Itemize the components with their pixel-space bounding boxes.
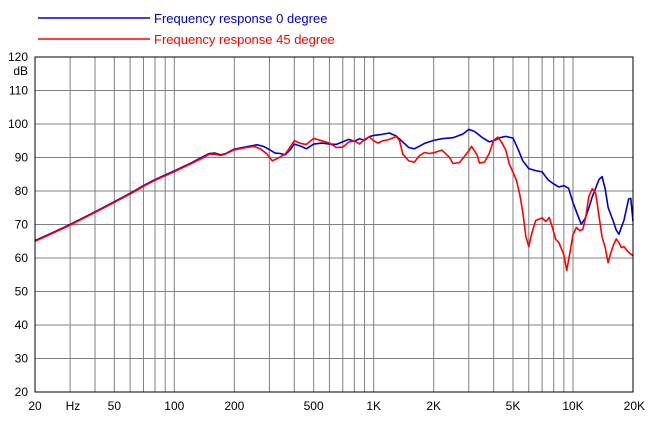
y-tick-label: 40: [15, 318, 29, 332]
x-tick-label: 500: [304, 399, 324, 413]
legend-label-0-degree: Frequency response 0 degree: [154, 11, 327, 26]
y-tick-label: 20: [15, 385, 29, 399]
y-tick-label: 110: [9, 84, 28, 98]
y-tick-label: 80: [15, 184, 29, 198]
plot-frame: [34, 56, 634, 393]
x-tick-label: 20K: [624, 399, 645, 413]
y-tick-label: 120: [8, 50, 28, 64]
y-tick-label: 100: [8, 117, 28, 131]
legend: Frequency response 0 degree Frequency res…: [38, 11, 335, 47]
y-tick-label: 70: [15, 218, 29, 232]
legend-label-45-degree: Frequency response 45 degree: [154, 32, 335, 47]
x-tick-label: 1K: [366, 399, 381, 413]
series-line-45-degree: [34, 135, 634, 272]
y-tick-label: 50: [15, 285, 29, 299]
y-tick-label: 30: [15, 352, 29, 366]
y-tick-labels: 20 30 40 50 60 70 80 90 100 110 120: [8, 50, 28, 399]
y-axis-unit-label: dB: [13, 64, 28, 78]
x-tick-labels: 20 50 100 200 500 1K 2K 5K 10K 20K: [28, 399, 645, 413]
x-tick-label: 20: [28, 399, 42, 413]
y-tick-label: 90: [15, 151, 29, 165]
y-tick-label: 60: [15, 251, 29, 265]
series-lines: [34, 128, 634, 272]
x-tick-label: 50: [108, 399, 122, 413]
x-tick-label: 200: [224, 399, 244, 413]
x-tick-label: 5K: [506, 399, 521, 413]
x-tick-label: 2K: [426, 399, 441, 413]
x-tick-label: 100: [164, 399, 184, 413]
x-axis-unit-label: Hz: [66, 399, 81, 413]
x-tick-label: 10K: [562, 399, 583, 413]
